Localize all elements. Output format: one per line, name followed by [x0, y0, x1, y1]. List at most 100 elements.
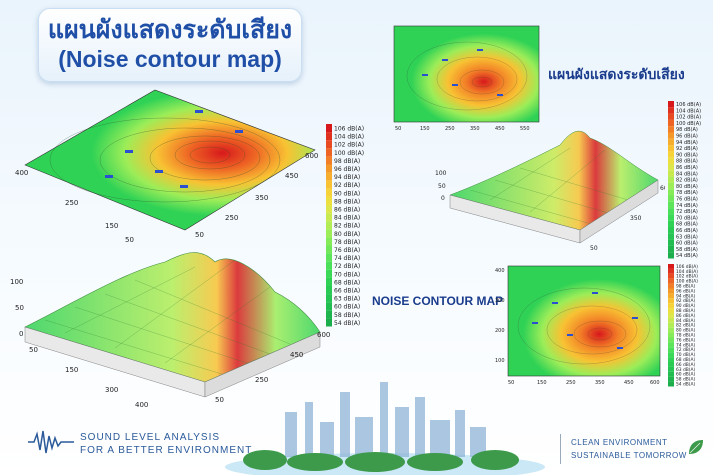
- legend-label: 84 dB(A): [676, 171, 698, 177]
- legend-label: 72 dB(A): [676, 347, 695, 353]
- wireframe-surface-right: 100 50 0 50 350 600: [435, 130, 665, 252]
- footer-right-line2: SUSTAINABLE TOMORROW: [571, 451, 687, 460]
- legend-swatch: [668, 132, 674, 139]
- legend-label: 96 dB(A): [334, 166, 360, 173]
- tick-label: 250: [445, 126, 455, 132]
- tick-label: 350: [255, 194, 268, 202]
- legend-label: 92 dB(A): [334, 182, 360, 189]
- legend-swatch: [326, 277, 332, 286]
- tick-label: 350: [470, 126, 480, 132]
- tick-label: 150: [420, 126, 430, 132]
- legend-swatch: [668, 273, 674, 279]
- legend-label: 68 dB(A): [676, 357, 695, 363]
- tick-label: 600: [317, 331, 330, 339]
- legend-swatch: [668, 252, 674, 259]
- tick-label: 250: [65, 199, 78, 207]
- legend-swatch: [326, 213, 332, 222]
- legend-swatch: [326, 140, 332, 149]
- legend-swatch: [326, 180, 332, 189]
- tick-label: 0: [19, 330, 23, 338]
- legend-swatch: [326, 302, 332, 311]
- legend-swatch: [668, 288, 674, 294]
- legend-swatch: [326, 132, 332, 141]
- tick-label: 600: [650, 380, 660, 386]
- tick-label: 100: [495, 358, 505, 364]
- legend-swatch: [668, 278, 674, 284]
- tick-label: 50: [215, 396, 224, 404]
- tick-label: 450: [495, 126, 505, 132]
- legend-label: 106 dB(A): [676, 102, 701, 108]
- tick-label: 100: [10, 278, 23, 286]
- legend-swatch: [326, 318, 332, 327]
- tick-label: 250: [255, 376, 268, 384]
- legend-label: 70 dB(A): [334, 271, 360, 278]
- legend-swatch: [326, 172, 332, 181]
- legend-label: 63 dB(A): [334, 296, 360, 303]
- legend-label: 80 dB(A): [676, 184, 698, 190]
- legend-swatch: [668, 176, 674, 183]
- legend-swatch: [668, 233, 674, 240]
- legend-swatch: [668, 214, 674, 221]
- legend-label: 100 dB(A): [676, 279, 698, 285]
- tick-label: 400: [135, 401, 148, 409]
- title-thai: แผนผังแสดงระดับเสียง: [47, 16, 293, 44]
- legend-label: 76 dB(A): [676, 197, 698, 203]
- legend-label: 80 dB(A): [676, 328, 695, 334]
- legend-label: 102 dB(A): [676, 115, 701, 121]
- legend-swatch: [326, 148, 332, 157]
- legend-swatch: [668, 347, 674, 353]
- legend-swatch: [668, 201, 674, 209]
- legend-swatch: [668, 362, 674, 367]
- legend-swatch: [668, 107, 674, 114]
- legend-right-bottom: 106 dB(A)104 dB(A)102 dB(A)100 dB(A)98 d…: [668, 264, 698, 388]
- legend-swatch: [668, 322, 674, 328]
- tick-label: 450: [285, 172, 298, 180]
- legend-swatch: [668, 313, 674, 318]
- tick-label: 450: [290, 351, 303, 359]
- legend-swatch: [326, 156, 332, 165]
- tick-label: 600: [305, 152, 318, 160]
- legend-swatch: [326, 310, 332, 319]
- legend-label: 102 dB(A): [334, 142, 364, 149]
- plan-contour-map-small: 50 150 250 350 450 550: [393, 25, 540, 132]
- title-english: (Noise contour map): [58, 46, 282, 72]
- legend-label: 82 dB(A): [334, 223, 360, 230]
- legend-label: 94 dB(A): [676, 293, 695, 299]
- legend-swatch: [326, 237, 332, 246]
- legend-label: 104 dB(A): [676, 269, 698, 275]
- legend-label: 92 dB(A): [676, 298, 695, 304]
- legend-swatch: [326, 286, 332, 295]
- legend-label: 58 dB(A): [334, 312, 360, 319]
- footer-right-line1: CLEAN ENVIRONMENT: [571, 438, 668, 447]
- legend-swatch: [326, 188, 332, 197]
- legend-label: 68 dB(A): [676, 222, 698, 228]
- legend-label: 80 dB(A): [334, 231, 360, 238]
- legend-label: 72 dB(A): [334, 263, 360, 270]
- legend-swatch: [326, 269, 332, 278]
- legend-label: 104 dB(A): [676, 108, 701, 114]
- legend-swatch: [668, 298, 674, 304]
- legend-label: 58 dB(A): [676, 247, 698, 253]
- legend-swatch: [668, 239, 674, 246]
- legend-label: 90 dB(A): [676, 303, 695, 309]
- legend-swatch: [668, 220, 674, 227]
- legend-label: 84 dB(A): [334, 215, 360, 222]
- legend-swatch: [668, 293, 674, 299]
- legend-label: 100 dB(A): [334, 150, 364, 157]
- legend-label: 88 dB(A): [334, 198, 360, 205]
- tick-label: 50: [395, 126, 401, 132]
- legend-label: 98 dB(A): [676, 284, 695, 290]
- legend-label: 78 dB(A): [676, 333, 695, 339]
- legend-right-top: 106 dB(A)104 dB(A)102 dB(A)100 dB(A)98 d…: [668, 101, 701, 259]
- legend-swatch: [668, 164, 674, 171]
- legend-swatch: [668, 119, 674, 127]
- leaf-icon: [689, 440, 703, 454]
- city-skyline-illustration: [225, 382, 545, 475]
- legend-swatch: [668, 342, 674, 348]
- legend-label: 86 dB(A): [676, 165, 698, 171]
- legend-swatch: [668, 227, 674, 234]
- legend-swatch: [326, 253, 332, 262]
- legend-swatch: [326, 245, 332, 254]
- legend-label: 78 dB(A): [334, 239, 360, 246]
- legend-label: 72 dB(A): [676, 209, 698, 215]
